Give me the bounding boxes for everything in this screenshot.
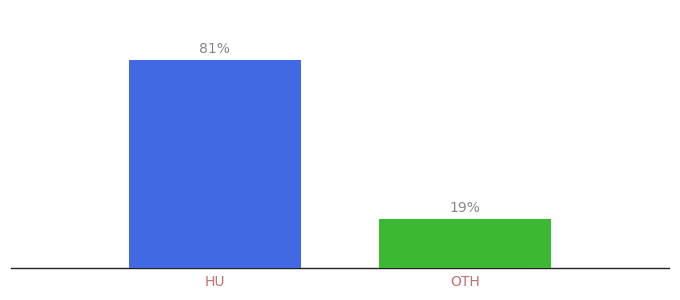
Text: 81%: 81% xyxy=(199,42,230,56)
Bar xyxy=(379,219,551,268)
Text: 19%: 19% xyxy=(450,201,481,215)
Bar xyxy=(129,60,301,268)
